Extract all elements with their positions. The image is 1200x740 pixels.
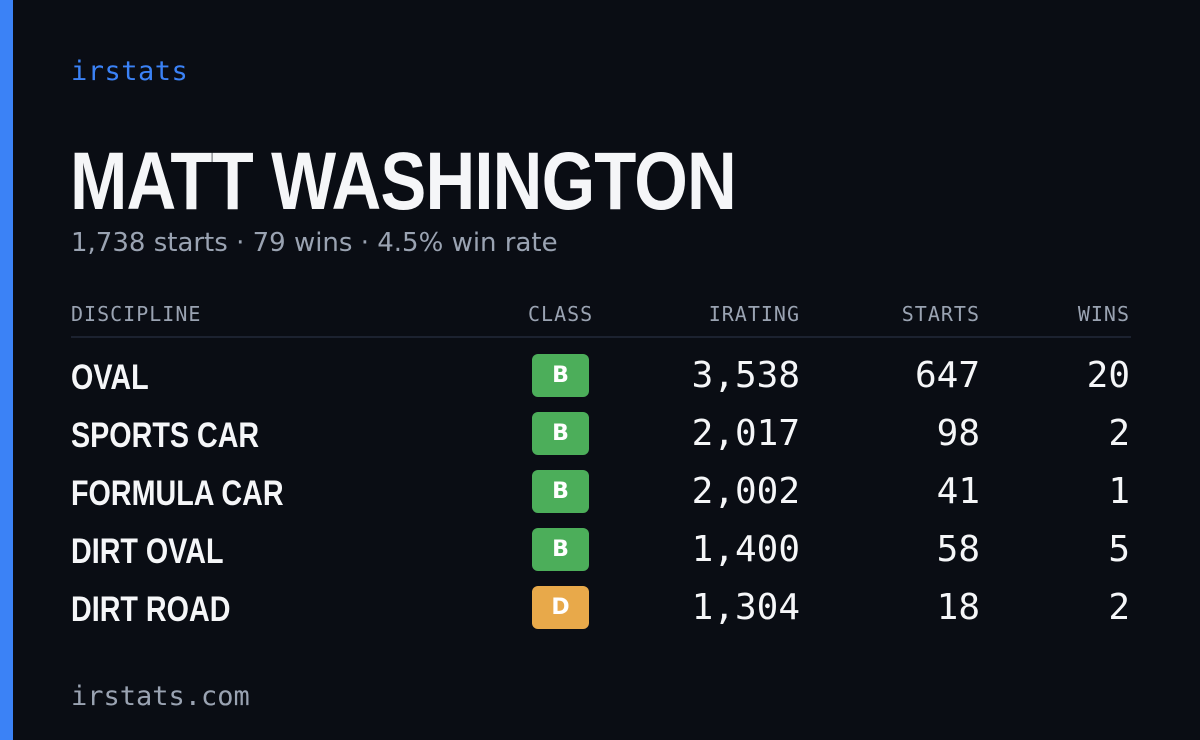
starts-value: 58 <box>936 529 980 570</box>
wins-value: 2 <box>1108 587 1130 628</box>
starts-value: 18 <box>936 587 980 628</box>
discipline-name: SPORTS CAR <box>71 416 260 455</box>
table-row: DIRT OVAL B 1,400 58 5 <box>71 512 1131 571</box>
class-badge: B <box>532 354 589 397</box>
starts-value: 647 <box>914 355 980 396</box>
discipline-name: DIRT OVAL <box>71 532 224 571</box>
class-badge: B <box>532 528 589 571</box>
stats-table: DISCIPLINE CLASS IRATING STARTS WINS OVA… <box>71 296 1131 629</box>
header-wins: WINS <box>1077 302 1130 326</box>
table-row: SPORTS CAR B 2,017 98 2 <box>71 396 1131 455</box>
footer-site-link[interactable]: irstats.com <box>71 681 250 712</box>
starts-value: 98 <box>936 413 980 454</box>
brand-logo[interactable]: irstats <box>71 56 189 87</box>
starts-value: 41 <box>936 471 980 512</box>
discipline-name: DIRT ROAD <box>71 590 231 629</box>
class-badge: D <box>532 586 589 629</box>
irating-value: 2,002 <box>691 471 800 512</box>
irating-value: 2,017 <box>691 413 800 454</box>
header-class: CLASS <box>528 302 594 326</box>
class-badge: B <box>532 412 589 455</box>
wins-value: 2 <box>1108 413 1130 454</box>
accent-bar <box>0 0 13 740</box>
header-discipline: DISCIPLINE <box>71 302 202 326</box>
discipline-name: FORMULA CAR <box>71 474 284 513</box>
header-starts: STARTS <box>901 302 980 326</box>
header-irating: IRATING <box>708 302 800 326</box>
wins-value: 5 <box>1108 529 1130 570</box>
player-name: MATT WASHINGTON <box>70 136 737 227</box>
wins-value: 20 <box>1086 355 1130 396</box>
table-row: FORMULA CAR B 2,002 41 1 <box>71 454 1131 513</box>
table-row: OVAL B 3,538 647 20 <box>71 338 1131 397</box>
discipline-name: OVAL <box>71 358 149 397</box>
table-header: DISCIPLINE CLASS IRATING STARTS WINS <box>71 296 1131 338</box>
irating-value: 1,304 <box>691 587 800 628</box>
table-row: DIRT ROAD D 1,304 18 2 <box>71 570 1131 629</box>
wins-value: 1 <box>1108 471 1130 512</box>
career-summary: 1,738 starts · 79 wins · 4.5% win rate <box>71 228 558 258</box>
class-badge: B <box>532 470 589 513</box>
irating-value: 3,538 <box>691 355 800 396</box>
irating-value: 1,400 <box>691 529 800 570</box>
table-body: OVAL B 3,538 647 20 SPORTS CAR B 2,017 9… <box>71 338 1131 629</box>
